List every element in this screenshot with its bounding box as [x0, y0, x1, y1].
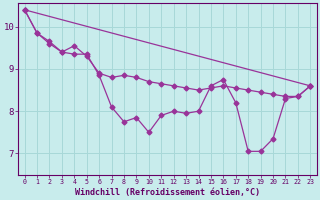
- X-axis label: Windchill (Refroidissement éolien,°C): Windchill (Refroidissement éolien,°C): [75, 188, 260, 197]
